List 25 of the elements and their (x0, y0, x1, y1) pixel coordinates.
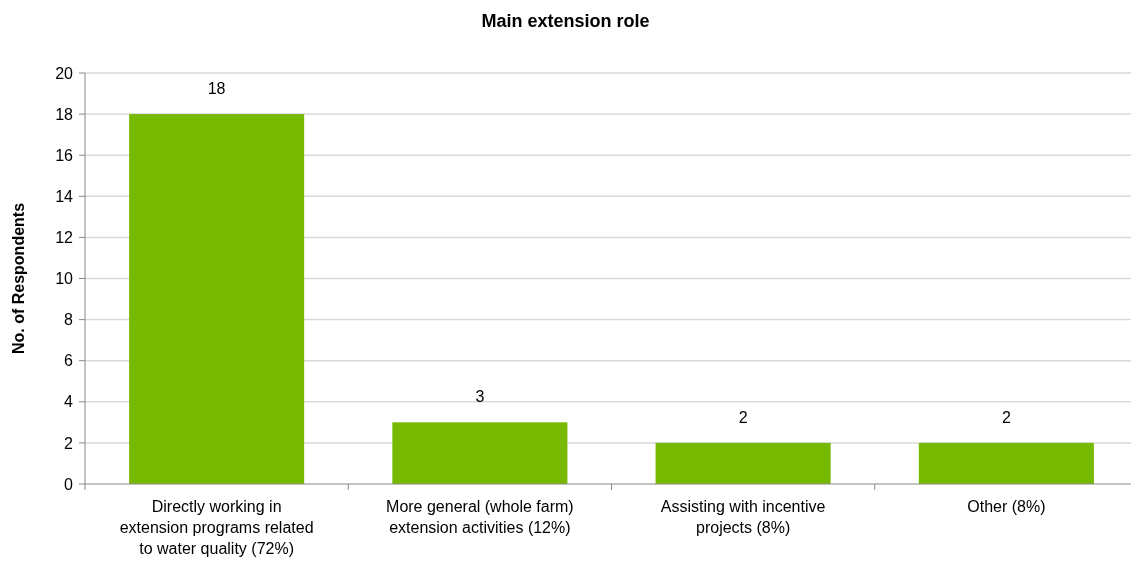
bar (918, 442, 1094, 484)
y-axis-title: No. of Respondents (10, 202, 27, 355)
data-label: 3 (475, 388, 485, 406)
bar (392, 422, 568, 484)
bar (655, 442, 831, 484)
y-tick-label: 2 (64, 434, 74, 452)
x-tick-label: Directly working in extension programs related to water quality (72%) (119, 498, 314, 557)
y-tick-label: 8 (64, 311, 74, 329)
y-tick-label: 16 (55, 146, 74, 164)
y-tick-label: 4 (64, 393, 74, 411)
x-tick-label: Assisting with incentive projects (8%) (660, 498, 826, 536)
y-tick-label: 14 (55, 187, 74, 205)
y-tick-label: 12 (55, 229, 74, 246)
y-tick-label: 0 (64, 475, 74, 493)
data-label: 2 (738, 408, 748, 426)
x-tick-label: More general (whole farm) extension activities (12%) (386, 498, 574, 536)
data-label: 18 (207, 80, 226, 98)
bar (129, 114, 305, 484)
y-tick-label: 10 (55, 270, 74, 288)
chart-title: Main extension role (481, 11, 650, 31)
y-tick-label: 6 (64, 352, 74, 370)
data-label: 2 (1001, 408, 1011, 426)
y-tick-label: 20 (55, 64, 74, 82)
y-tick-label: 18 (55, 105, 74, 123)
x-tick-label: Other (8%) (967, 498, 1046, 515)
